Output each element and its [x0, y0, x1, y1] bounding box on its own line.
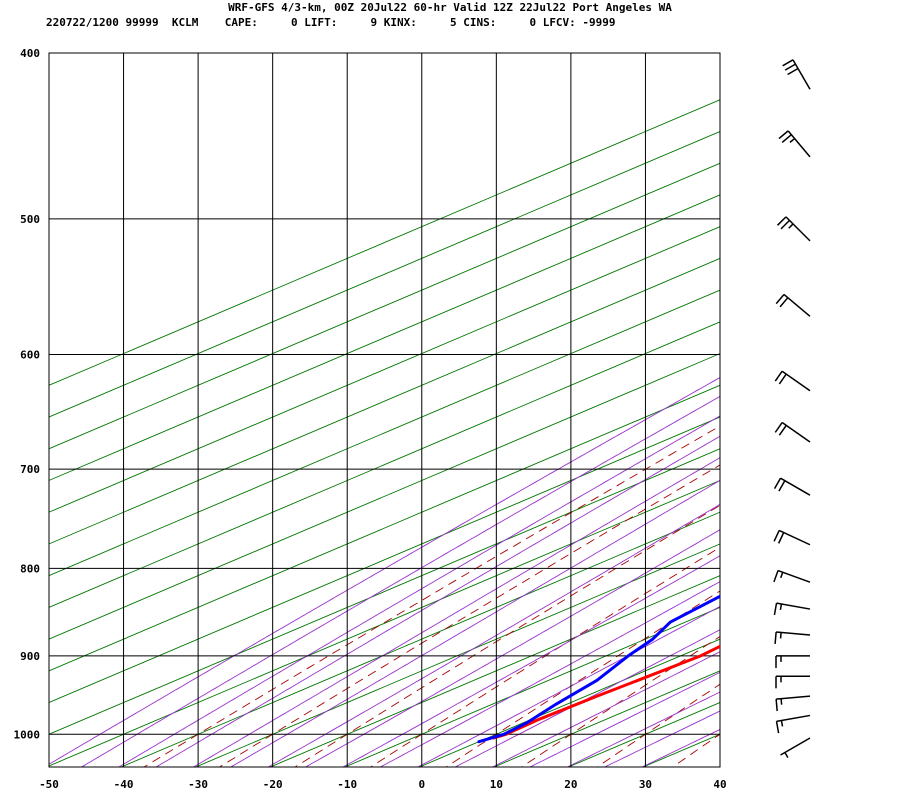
skewed-isotherm	[49, 353, 720, 640]
skewed-isotherm	[642, 733, 720, 767]
y-tick-label: 600	[20, 348, 40, 361]
y-tick-label: 700	[20, 463, 40, 476]
y-tick-label: 900	[20, 650, 40, 663]
wind-barbs	[773, 59, 811, 759]
chart-grid	[48, 52, 721, 768]
moist-adiabat	[49, 377, 720, 765]
temperature-profile	[492, 644, 720, 740]
skewed-isotherm	[49, 130, 720, 418]
skewed-isotherm	[568, 702, 720, 767]
moist-adiabat	[416, 605, 720, 767]
dry-adiabat	[672, 733, 720, 767]
moist-adiabat	[379, 581, 720, 767]
wind-barb	[774, 421, 811, 443]
skewed-isotherm	[49, 384, 720, 672]
x-tick-label: 40	[713, 778, 726, 791]
moist-adiabat	[566, 691, 720, 767]
dry-adiabat	[596, 683, 720, 767]
y-tick-label: 1000	[14, 728, 41, 741]
x-axis-ticks: -50 -40 -30 -20 -10 0 10 20 30 40	[39, 778, 727, 791]
wind-barb	[778, 130, 811, 158]
skewed-isotherm	[49, 162, 720, 450]
dry-adiabat	[824, 53, 900, 767]
wind-barb	[774, 631, 811, 645]
x-tick-label: -30	[188, 778, 208, 791]
x-tick-label: 30	[639, 778, 652, 791]
skewed-isotherm	[121, 511, 720, 767]
chart-subtitle: 220722/1200 99999 KCLM CAPE: 0 LIFT: 9 K…	[46, 16, 616, 29]
y-tick-label: 800	[20, 562, 40, 575]
moist-adiabat	[192, 457, 720, 767]
skewed-isotherm	[49, 479, 720, 767]
wind-barb	[775, 675, 810, 689]
skewed-isotherm	[49, 321, 720, 608]
moist-adiabat	[529, 671, 720, 767]
sounding-profiles	[477, 594, 720, 744]
wind-barb	[775, 695, 811, 712]
dry-adiabat	[370, 546, 720, 767]
y-tick-label: 500	[20, 213, 40, 226]
wind-barb	[775, 714, 811, 734]
dry-adiabat	[521, 636, 720, 767]
x-tick-label: 20	[564, 778, 577, 791]
moist-adiabat	[80, 395, 720, 767]
wind-barb	[774, 370, 811, 392]
moist-adiabat	[304, 529, 720, 767]
moist-adiabat	[342, 555, 720, 767]
skewed-isotherm	[49, 226, 720, 513]
dry-adiabat	[445, 590, 720, 767]
chart-title: WRF-GFS 4/3-km, 00Z 20Jul22 60-hr Valid …	[228, 1, 672, 14]
moist-adiabat	[118, 415, 720, 767]
wind-barb	[776, 216, 811, 242]
moist-adiabat	[603, 710, 720, 767]
x-tick-label: -40	[114, 778, 134, 791]
moist-adiabat	[229, 479, 720, 767]
moist-adiabat	[267, 503, 720, 767]
wind-barb	[775, 293, 811, 317]
x-tick-label: 10	[490, 778, 503, 791]
skewed-isotherm	[49, 194, 720, 481]
background-lines	[49, 53, 900, 767]
skewed-isotherm	[270, 575, 720, 767]
wind-barb	[773, 602, 811, 616]
wind-barb	[773, 529, 811, 546]
dry-adiabat	[143, 425, 720, 767]
dry-adiabat	[294, 504, 720, 767]
moist-adiabat	[454, 629, 720, 767]
dewpoint-profile	[477, 594, 720, 744]
skewed-isotherm	[419, 638, 720, 767]
y-axis-ticks: 400 500 600 700 800 900 1000	[14, 47, 41, 741]
moist-adiabat	[155, 435, 720, 767]
moist-adiabat	[641, 728, 720, 767]
x-tick-label: 0	[418, 778, 425, 791]
skewed-isotherm	[49, 289, 720, 577]
wind-barb	[775, 655, 810, 668]
x-tick-label: -20	[263, 778, 283, 791]
x-tick-label: -50	[39, 778, 59, 791]
wind-barb	[780, 737, 811, 759]
dry-adiabat	[748, 53, 900, 767]
skewed-isotherm	[195, 543, 720, 767]
y-tick-label: 400	[20, 47, 40, 60]
wind-barb	[773, 477, 811, 496]
skewed-isotherm	[49, 99, 720, 386]
wind-barb	[773, 569, 811, 583]
skewed-isotherm	[49, 448, 720, 735]
wind-barb	[782, 59, 811, 90]
skewed-isotherm	[49, 416, 720, 704]
skewed-isotherm	[49, 257, 720, 545]
skewed-isotherm	[344, 606, 720, 767]
x-tick-label: -10	[337, 778, 357, 791]
